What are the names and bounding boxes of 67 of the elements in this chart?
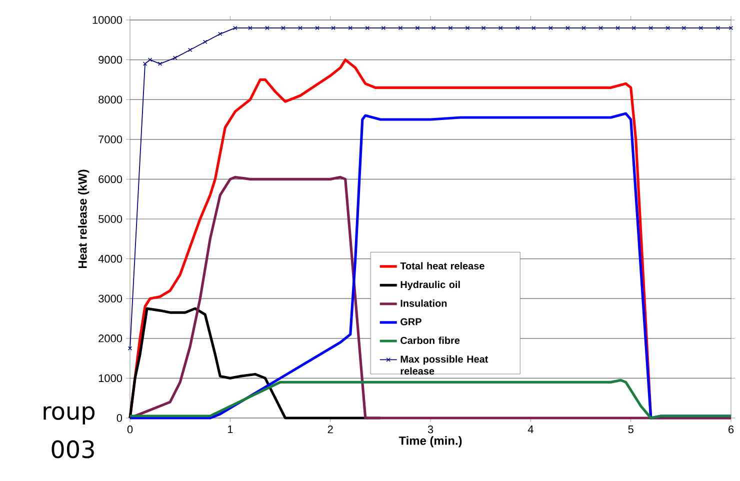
y-tick-label: 3000 (98, 294, 122, 302)
point (203, 40, 208, 44)
point (381, 26, 386, 30)
x-tick-label: 5 (628, 426, 634, 434)
x-tick-label: 4 (528, 426, 534, 434)
point (281, 26, 286, 30)
x-tick-label: 6 (728, 426, 734, 434)
y-tick-label: 1000 (98, 374, 122, 382)
point (465, 26, 470, 30)
point (365, 26, 370, 30)
point (315, 26, 320, 30)
point (598, 26, 603, 30)
y-tick-label: 8000 (98, 96, 122, 104)
point (648, 26, 653, 30)
point (616, 26, 620, 30)
legend-label: Total heat release (400, 262, 484, 270)
x-tick-label: 3 (428, 426, 434, 434)
line-series (128, 378, 732, 420)
point (158, 62, 162, 66)
y-tick-label: 5000 (98, 215, 122, 223)
y-tick-label: 2000 (98, 334, 122, 342)
point (331, 26, 336, 30)
point (548, 26, 553, 30)
point (188, 48, 192, 52)
point (142, 62, 148, 66)
x-tick-label: 0 (127, 426, 133, 434)
point (298, 26, 302, 30)
point (348, 26, 352, 30)
y-axis-title: Heat release (kW) (78, 170, 90, 268)
point (716, 26, 720, 30)
text: 003 (52, 440, 94, 458)
point (582, 26, 586, 30)
x-tick-label: 2 (328, 426, 333, 434)
point (233, 26, 238, 30)
point (248, 26, 252, 30)
point (566, 26, 570, 30)
legend-label: Hydraulic oil (400, 280, 460, 290)
y-tick-label: 9000 (98, 56, 122, 64)
y-tick-label: 0 (116, 414, 122, 422)
point (682, 26, 686, 30)
legend-label: Max possible Heat release (400, 355, 488, 375)
point (415, 26, 420, 30)
point (218, 32, 222, 36)
point (448, 26, 453, 30)
point (481, 26, 486, 30)
y-tick-label: 6000 (98, 175, 122, 184)
y-tick-label: 10000 (92, 16, 122, 24)
point (172, 56, 178, 60)
point (698, 26, 704, 30)
point (498, 26, 503, 30)
point (431, 26, 436, 30)
legend-label: Insulation (400, 300, 447, 307)
text: roup (44, 406, 95, 425)
x-tick-label: 1 (228, 426, 233, 434)
point (516, 26, 520, 30)
y-tick-label: 4000 (98, 254, 122, 263)
x-axis-title: Time (min.) (398, 436, 462, 448)
point (666, 26, 670, 30)
point (632, 26, 636, 30)
point (265, 26, 270, 30)
y-tick-label: 7000 (98, 136, 122, 144)
legend-label: Carbon fibre (400, 336, 460, 344)
legend-label: GRP (400, 318, 422, 326)
point (398, 26, 403, 30)
line-series (128, 176, 732, 420)
point (532, 26, 536, 30)
point (148, 58, 152, 62)
